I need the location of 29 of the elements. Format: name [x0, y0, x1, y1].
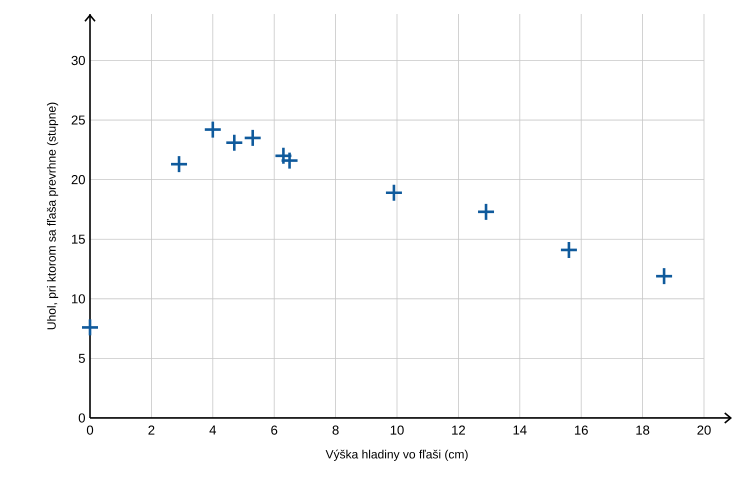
point: [654, 266, 674, 286]
y-tick-label: 25: [72, 115, 85, 125]
y-tick-label: 20: [72, 175, 85, 184]
point: [80, 318, 100, 337]
x-tick-label: 10: [390, 426, 404, 435]
point: [560, 240, 578, 260]
x-tick-label: 6: [271, 426, 278, 435]
x-tick-label: 4: [209, 426, 216, 434]
y-tick-label: 30: [72, 56, 85, 66]
y-tick-label: 15: [72, 234, 85, 244]
point: [204, 120, 222, 139]
x-tick-label: 8: [332, 426, 339, 435]
point: [384, 183, 404, 202]
y-tick-label: 5: [78, 354, 85, 363]
point: [170, 154, 188, 174]
x-axis-title: Výška hladiny vo fľaši (cm): [326, 450, 468, 461]
x-tick-label: 14: [514, 426, 527, 434]
point: [476, 202, 496, 222]
x-tick-label: 12: [452, 426, 465, 435]
point: [224, 133, 244, 152]
point: [243, 128, 262, 148]
x-tick-label: 0: [86, 426, 94, 435]
x-tick-label: 2: [148, 426, 154, 435]
x-tick-label: 18: [636, 426, 650, 435]
y-tick-label: 0: [78, 413, 85, 423]
x-tick-label: 20: [697, 426, 711, 435]
x-tick-label: 16: [574, 426, 588, 435]
y-tick-label: 10: [72, 294, 85, 304]
y-axis-title: Uhol, pri ktorom sa fľaša prevrhne (stupne): [46, 102, 58, 330]
